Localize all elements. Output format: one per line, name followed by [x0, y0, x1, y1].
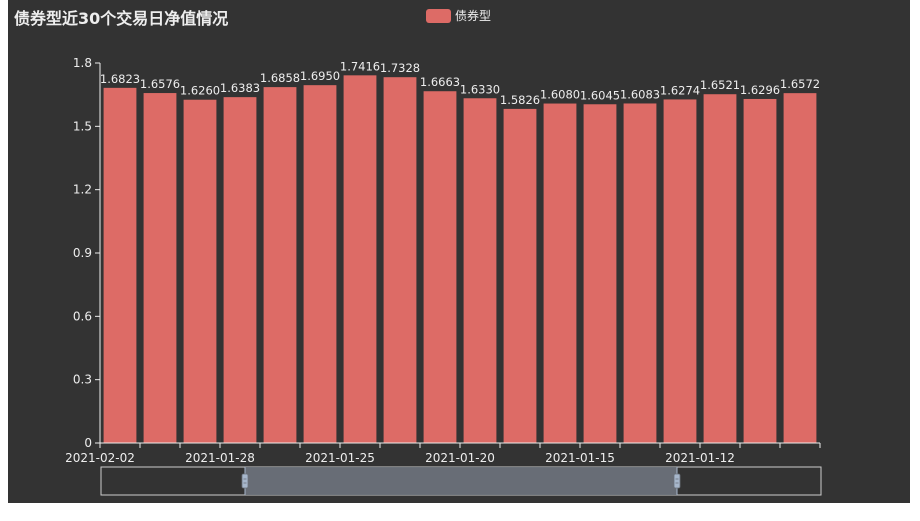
bar[interactable] — [183, 99, 217, 443]
bar[interactable] — [663, 99, 697, 443]
legend-label[interactable]: 债券型 — [455, 8, 491, 23]
data-label: 1.6823 — [100, 72, 140, 86]
x-tick-label: 2021-01-28 — [185, 451, 255, 465]
data-label: 1.6572 — [780, 77, 820, 91]
x-tick-label: 2021-01-20 — [425, 451, 495, 465]
data-label: 1.6296 — [740, 83, 780, 97]
bar[interactable] — [223, 97, 257, 443]
legend-swatch[interactable] — [426, 9, 451, 23]
data-label: 1.6045 — [580, 88, 620, 102]
data-label: 1.6383 — [220, 81, 260, 95]
bar[interactable] — [583, 104, 617, 444]
data-label: 1.6083 — [620, 87, 660, 101]
x-tick-label: 2021-02-02 — [65, 451, 135, 465]
bar[interactable] — [623, 103, 657, 443]
y-axis: 0 0.3 0.6 0.9 1.2 1.5 1.8 — [73, 56, 101, 450]
y-tick-label: 0.3 — [73, 373, 92, 387]
chart-title: 债券型近30个交易日净值情况 — [14, 9, 228, 28]
datazoom-start-handle[interactable] — [241, 467, 249, 495]
y-tick-label: 1.2 — [73, 183, 92, 197]
data-label: 1.6080 — [540, 88, 580, 102]
x-axis: 2021-02-02 2021-01-28 2021-01-25 2021-01-20… — [65, 442, 821, 465]
y-tick-label: 1.8 — [73, 56, 92, 70]
bar[interactable] — [463, 98, 497, 443]
bar[interactable] — [103, 87, 137, 443]
x-tick-label: 2021-01-12 — [665, 451, 735, 465]
chart-panel: 债券型近30个交易日净值情况 债券型 1.6823 1.6576 1.6260 1.6… — [8, 0, 910, 503]
bar[interactable] — [543, 103, 577, 443]
data-label: 1.6858 — [260, 71, 300, 85]
datazoom-selection[interactable] — [245, 467, 677, 495]
bar[interactable] — [703, 94, 737, 443]
y-tick-label: 0.6 — [73, 309, 92, 323]
data-label: 1.6663 — [420, 75, 460, 89]
data-label: 1.5826 — [500, 93, 540, 107]
data-label: 1.6260 — [180, 84, 220, 98]
bar[interactable] — [343, 75, 377, 443]
bar[interactable] — [263, 87, 297, 444]
data-label: 1.6274 — [660, 83, 700, 97]
data-label: 1.6521 — [700, 78, 740, 92]
bar[interactable] — [383, 77, 417, 443]
y-tick-label: 1.5 — [73, 119, 92, 133]
data-label: 1.7416 — [340, 59, 380, 73]
y-tick-label: 0.9 — [73, 246, 92, 260]
legend[interactable]: 债券型 — [426, 8, 491, 23]
bar[interactable] — [423, 91, 457, 443]
data-label: 1.6950 — [300, 69, 340, 83]
data-label: 1.7328 — [380, 61, 420, 75]
datazoom-end-handle[interactable] — [673, 467, 681, 495]
bar[interactable] — [303, 85, 337, 444]
x-tick-label: 2021-01-25 — [305, 451, 375, 465]
bar[interactable] — [743, 98, 777, 443]
bar[interactable] — [783, 93, 817, 444]
bar[interactable] — [143, 93, 177, 443]
y-tick-label: 0 — [84, 436, 92, 450]
x-tick-label: 2021-01-15 — [545, 451, 615, 465]
bar-chart: 债券型近30个交易日净值情况 债券型 1.6823 1.6576 1.6260 1.6… — [14, 8, 822, 496]
bar-series — [103, 75, 817, 444]
data-label: 1.6576 — [140, 77, 180, 91]
bar[interactable] — [503, 108, 537, 444]
data-label: 1.6330 — [460, 82, 500, 96]
datazoom-slider[interactable] — [100, 466, 822, 496]
